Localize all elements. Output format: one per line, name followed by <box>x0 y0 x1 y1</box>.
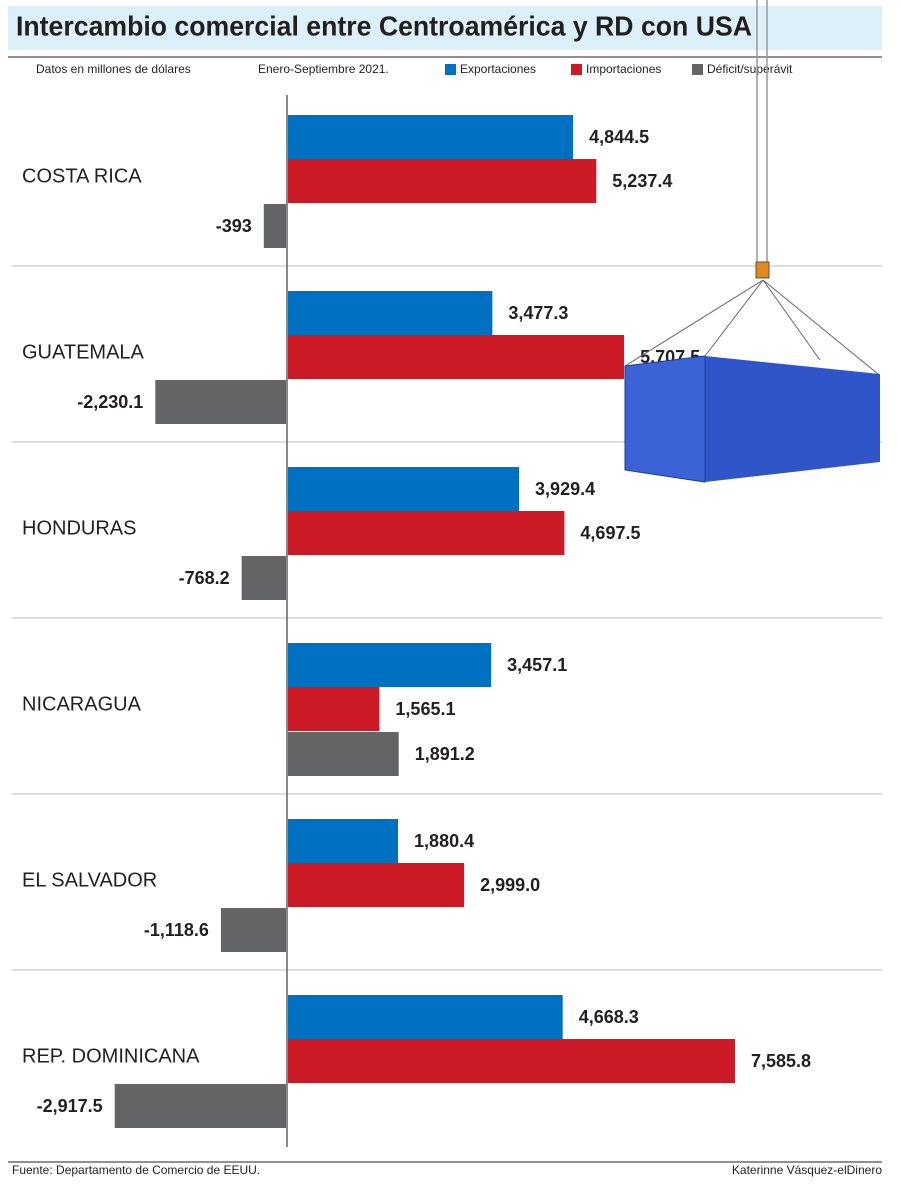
bar <box>287 643 492 687</box>
value-label: -1,118.6 <box>144 920 209 940</box>
value-label: 2,999.0 <box>480 875 540 895</box>
value-label: 5,237.4 <box>612 171 672 191</box>
value-label: -768.2 <box>179 568 230 588</box>
legend-swatch <box>571 64 582 75</box>
bar <box>287 819 399 863</box>
subtitle: Datos en millones de dólares <box>36 62 191 76</box>
category-label: EL SALVADOR <box>22 869 157 891</box>
value-label: 4,844.5 <box>589 127 649 147</box>
bar <box>287 291 493 335</box>
chart-title: Intercambio comercial entre Centroaméric… <box>16 10 752 41</box>
category-label: NICARAGUA <box>22 693 142 715</box>
legend-label: Déficit/superávit <box>707 62 793 76</box>
container-illustration <box>624 0 880 483</box>
value-label: 1,891.2 <box>415 744 475 764</box>
title-band <box>8 6 882 50</box>
legend-swatch <box>692 64 703 75</box>
bar <box>155 380 287 424</box>
category-label: COSTA RICA <box>22 165 142 187</box>
credit: Katerinne Vásquez-elDinero <box>732 1163 882 1177</box>
value-label: 4,697.5 <box>580 523 640 543</box>
bar <box>287 159 597 203</box>
legend-label: Importaciones <box>586 62 661 76</box>
source: Fuente: Departamento de Comercio de EEUU… <box>12 1163 260 1177</box>
legend-swatch <box>445 64 456 75</box>
value-label: 7,585.8 <box>751 1051 811 1071</box>
bar <box>287 687 380 731</box>
value-label: 3,477.3 <box>508 303 568 323</box>
value-label: 4,668.3 <box>579 1007 639 1027</box>
value-label: -2,230.1 <box>77 392 143 412</box>
category-label: REP. DOMINICANA <box>22 1045 200 1067</box>
value-label: 3,457.1 <box>507 655 567 675</box>
period: Enero-Septiembre 2021. <box>258 62 389 76</box>
value-label: 1,880.4 <box>414 831 474 851</box>
value-label: 3,929.4 <box>535 479 595 499</box>
bar <box>263 204 287 248</box>
bar <box>114 1084 287 1128</box>
category-label: GUATEMALA <box>22 341 145 363</box>
bar <box>287 115 574 159</box>
category-label: HONDURAS <box>22 517 136 539</box>
value-label: -393 <box>216 216 252 236</box>
bar <box>287 335 625 379</box>
bar <box>287 511 565 555</box>
bar <box>287 863 465 907</box>
value-label: -2,917.5 <box>37 1096 103 1116</box>
bar <box>287 1039 735 1083</box>
bar <box>287 995 563 1039</box>
bar <box>220 908 287 952</box>
bar <box>241 556 287 600</box>
bar <box>287 467 520 511</box>
value-label: 1,565.1 <box>395 699 455 719</box>
legend-label: Exportaciones <box>460 62 536 76</box>
bar <box>287 732 399 776</box>
